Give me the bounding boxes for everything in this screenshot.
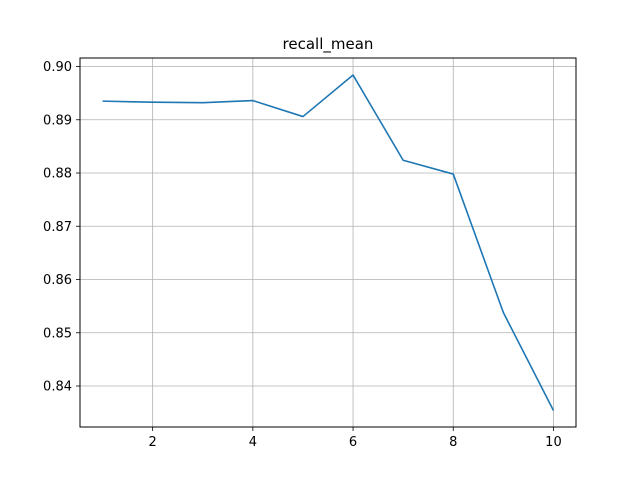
x-tick-label: 10 xyxy=(545,435,562,450)
series-group xyxy=(102,74,555,411)
plot-frame xyxy=(79,57,577,428)
y-tick-label: 0.88 xyxy=(43,167,72,182)
x-tick-label: 2 xyxy=(149,435,157,450)
y-tick-label: 0.87 xyxy=(43,220,72,235)
x-tick-label: 4 xyxy=(249,435,257,450)
grid xyxy=(80,58,576,427)
y-tick-label: 0.84 xyxy=(43,380,72,395)
chart-title: recall_mean xyxy=(283,35,374,54)
y-tick-label: 0.85 xyxy=(43,326,72,341)
y-tick-label: 0.89 xyxy=(43,113,72,128)
y-tick-label: 0.86 xyxy=(43,273,72,288)
y-axis: 0.84 0.85 0.86 0.87 0.88 0.89 0.90 xyxy=(43,60,80,395)
y-tick-label: 0.90 xyxy=(43,60,72,75)
series-line xyxy=(102,74,555,411)
x-axis: 2 4 6 8 10 xyxy=(149,427,562,450)
x-tick-label: 8 xyxy=(449,435,457,450)
x-tick-label: 6 xyxy=(349,435,357,450)
